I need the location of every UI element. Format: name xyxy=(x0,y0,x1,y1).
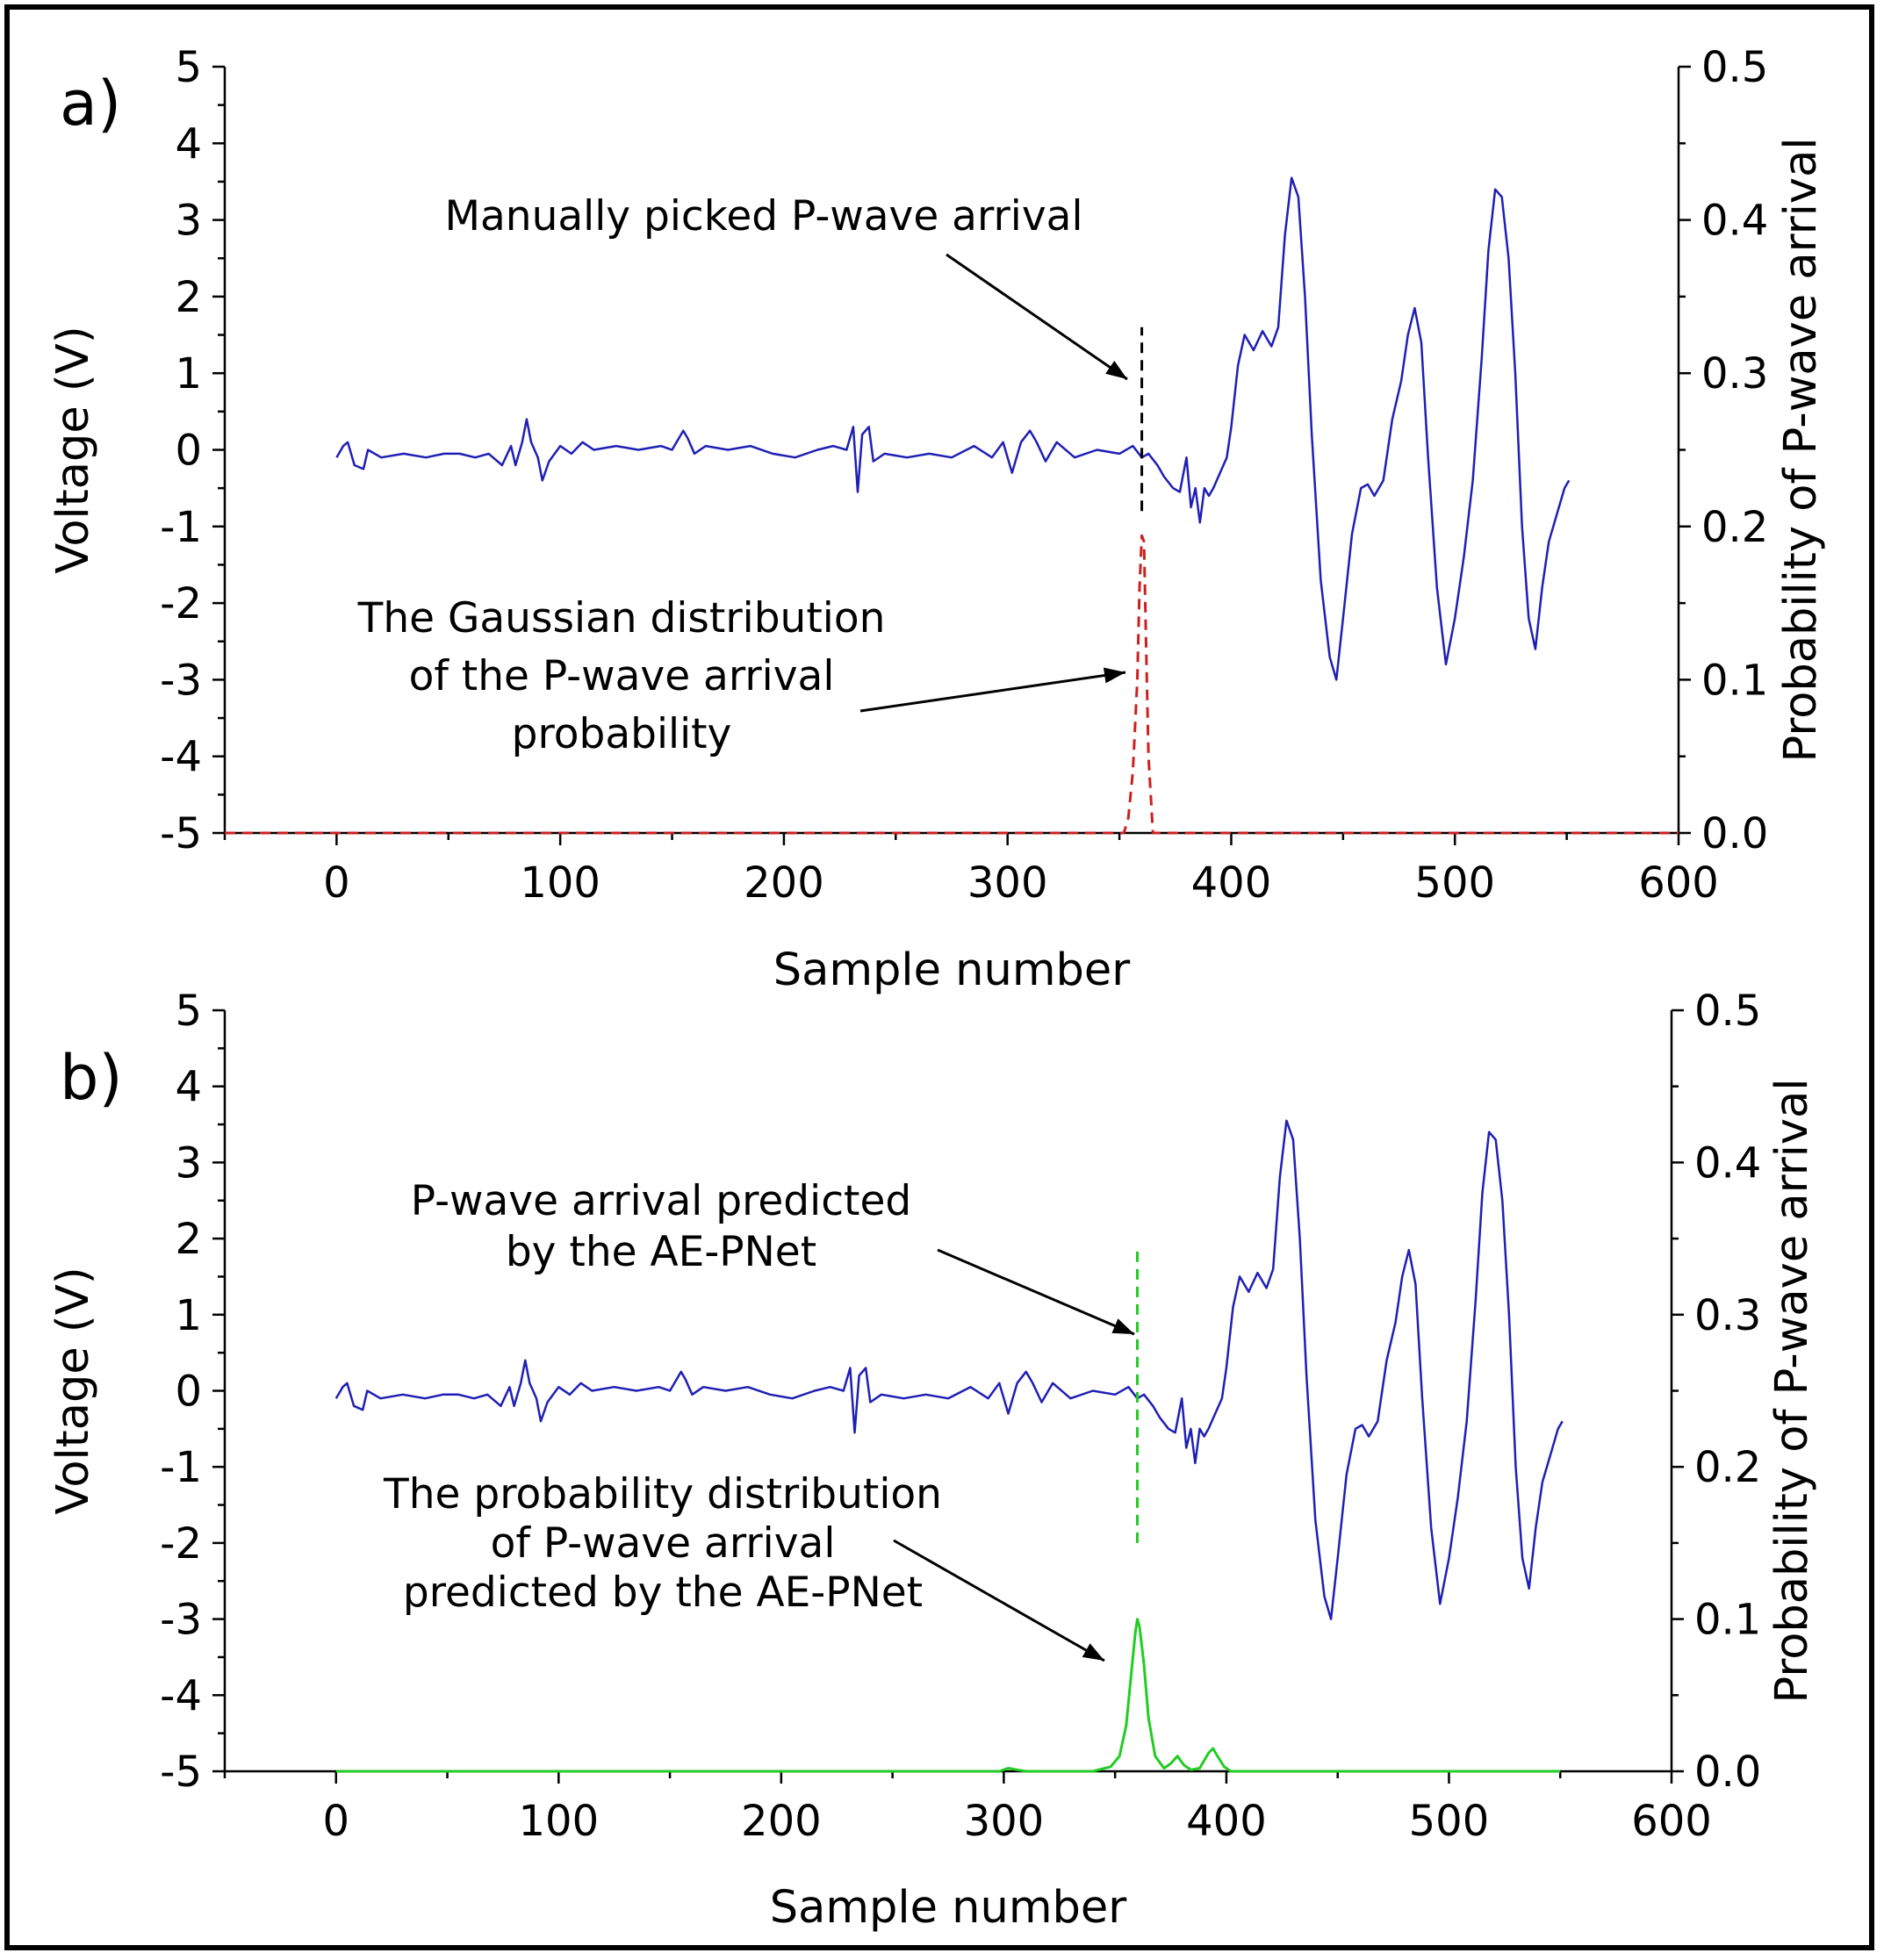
x-axis-title: Sample number xyxy=(773,944,1131,996)
annotation-arrow-head xyxy=(1082,1643,1104,1661)
x-tick-label: 300 xyxy=(964,1797,1045,1846)
annotation-line: predicted by the AE-PNet xyxy=(403,1569,923,1617)
x-tick-label: 100 xyxy=(518,1797,599,1846)
chart-panel-a: 0 100 200 300 400 500 600 5 4 3 2 1 0 -1 -2 -3 -4 -5 0.5 0.… xyxy=(47,43,1827,996)
annotation-line: Manually picked P-wave arrival xyxy=(444,192,1082,241)
y-tick-label: -1 xyxy=(160,1443,202,1492)
x-axis-title: Sample number xyxy=(770,1882,1127,1934)
x-tick-label: 500 xyxy=(1409,1797,1490,1846)
x-tick-label: 400 xyxy=(1186,1797,1267,1846)
y-tick-label: -5 xyxy=(160,1748,202,1797)
y-tick-label: 1 xyxy=(175,349,202,398)
y-axis-title: Voltage (V) xyxy=(47,326,99,573)
x-tick-label: 200 xyxy=(741,1797,822,1846)
panel-label: a) xyxy=(60,68,121,140)
y-tick-label: 4 xyxy=(175,119,202,169)
y-tick-label: -5 xyxy=(160,809,202,858)
annotation-line: by the AE-PNet xyxy=(506,1228,816,1276)
probability-line xyxy=(225,534,1679,835)
y2-tick-label: 0.2 xyxy=(1701,503,1768,552)
y-tick-label: -2 xyxy=(160,579,202,628)
annotation-line: P-wave arrival predicted xyxy=(411,1177,911,1225)
y2-tick-label: 0.0 xyxy=(1701,809,1768,858)
y-tick-label: 4 xyxy=(175,1063,202,1112)
x-tick-label: 0 xyxy=(323,858,350,908)
annotation-arrow-shaft xyxy=(859,671,1126,713)
y2-tick-label: 0.1 xyxy=(1701,656,1768,705)
y2-tick-label: 0.2 xyxy=(1694,1443,1761,1492)
y2-tick-label: 0.0 xyxy=(1694,1748,1761,1797)
annotation-arrow-head xyxy=(1103,667,1125,684)
annotation-arrow-shaft xyxy=(893,1539,1105,1662)
y2-tick-label: 0.4 xyxy=(1694,1138,1761,1188)
waveform-line xyxy=(334,1119,1564,1620)
annotation-arrow-head xyxy=(1105,360,1127,379)
chart-panel-b: 0 100 200 300 400 500 600 5 4 3 2 1 0 -1 -2 -3 -4 -5 0.5 0.… xyxy=(47,987,1818,1934)
y2-axis-title: Probability of P-wave arrival xyxy=(1775,137,1827,762)
y-tick-label: 1 xyxy=(175,1291,202,1340)
annotation-text: Manually picked P-wave arrival xyxy=(444,192,1082,241)
annotation-line: The Gaussian distribution xyxy=(357,594,886,643)
annotation-line: The probability distribution xyxy=(383,1470,942,1518)
annotation-arrow-head xyxy=(1111,1318,1134,1334)
x-tick-label: 300 xyxy=(967,858,1048,908)
panel-label: b) xyxy=(60,1042,123,1114)
y2-tick-label: 0.4 xyxy=(1701,197,1768,246)
y-tick-label: 2 xyxy=(175,1215,202,1264)
y-axis-title: Voltage (V) xyxy=(47,1267,99,1514)
figure-border xyxy=(4,4,1874,1950)
y-tick-label: 2 xyxy=(175,273,202,322)
y-tick-label: -1 xyxy=(160,503,202,552)
probability-line xyxy=(335,1618,1561,1773)
y2-tick-label: 0.5 xyxy=(1701,43,1768,92)
y-tick-label: 5 xyxy=(175,987,202,1036)
y2-tick-label: 0.3 xyxy=(1694,1291,1761,1340)
y-tick-label: -3 xyxy=(160,656,202,705)
x-tick-label: 100 xyxy=(520,858,600,908)
annotation-line: of the P-wave arrival xyxy=(409,652,835,700)
annotation-arrow-shaft xyxy=(937,1248,1135,1336)
y2-tick-label: 0.1 xyxy=(1694,1596,1761,1645)
annotation-text: P-wave arrival predicted by the AE-PNet xyxy=(411,1177,911,1276)
y-tick-label: -2 xyxy=(160,1519,202,1569)
x-tick-label: 400 xyxy=(1191,858,1272,908)
annotation-line: probability xyxy=(512,710,732,758)
x-tick-label: 600 xyxy=(1638,858,1719,908)
y-tick-label: 3 xyxy=(175,197,202,246)
y2-tick-label: 0.3 xyxy=(1701,349,1768,398)
annotation-line: of P-wave arrival xyxy=(491,1519,836,1568)
y-tick-label: -3 xyxy=(160,1596,202,1645)
waveform-line xyxy=(335,176,1571,681)
y2-tick-label: 0.5 xyxy=(1694,987,1761,1036)
x-tick-label: 0 xyxy=(322,1797,349,1846)
y-tick-label: -4 xyxy=(160,733,202,782)
y-tick-label: 0 xyxy=(175,427,202,476)
y-tick-label: 3 xyxy=(175,1138,202,1188)
annotation-arrow-shaft xyxy=(946,253,1128,381)
y-tick-label: -4 xyxy=(160,1671,202,1720)
x-tick-label: 500 xyxy=(1414,858,1495,908)
y2-axis-title: Probability of P-wave arrival xyxy=(1766,1078,1818,1703)
x-tick-label: 600 xyxy=(1631,1797,1712,1846)
annotation-text: The Gaussian distribution of the P-wave a… xyxy=(357,594,886,758)
x-tick-label: 200 xyxy=(744,858,824,908)
y-tick-label: 0 xyxy=(175,1368,202,1417)
annotation-text: The probability distribution of P-wave ar… xyxy=(383,1470,942,1617)
y-tick-label: 5 xyxy=(175,43,202,92)
